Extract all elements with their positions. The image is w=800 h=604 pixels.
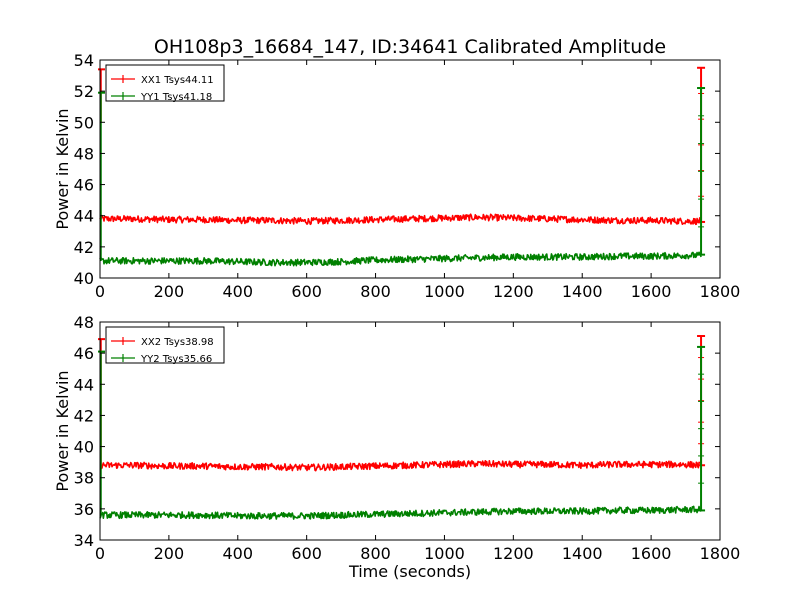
legend-entry: XX1 Tsys44.11 <box>111 75 214 86</box>
series-line <box>99 251 702 267</box>
x-tick-label: 1400 <box>562 544 603 563</box>
series-2 <box>98 87 706 267</box>
y-axis: 40 42 44 46 48 50 52 54 <box>74 51 720 288</box>
x-tick-label: 200 <box>154 544 185 563</box>
y-axis: 34 36 38 40 42 44 46 48 <box>74 313 720 550</box>
plot-frame <box>99 59 721 279</box>
x-tick-label: 1000 <box>424 282 465 301</box>
x-tick-label: 600 <box>291 282 322 301</box>
y-tick-label: 44 <box>74 207 94 226</box>
x-axis: 0 200 400 600 800 1000 1200 1400 1600 1800 <box>95 60 740 301</box>
y-axis-label: Power in Kelvin <box>53 108 72 229</box>
y-tick-label: 54 <box>74 51 94 70</box>
plot-panel-2: 0 200 400 600 800 1000 1200 1400 1600 1800 34 36 38 4… <box>53 313 740 581</box>
x-tick-label: 400 <box>223 282 254 301</box>
y-tick-label: 40 <box>74 269 94 288</box>
x-tick-label: 1400 <box>562 282 603 301</box>
series-group <box>98 335 706 520</box>
y-tick-label: 38 <box>74 469 94 488</box>
legend-entry: XX2 Tsys38.98 <box>111 337 214 348</box>
x-tick-label: 800 <box>360 544 391 563</box>
y-tick-label: 40 <box>74 438 94 457</box>
legend: XX1 Tsys44.11 YY1 Tsys41.18 <box>105 64 225 103</box>
legend-entry: YY1 Tsys41.18 <box>111 92 212 103</box>
x-tick-label: 200 <box>154 282 185 301</box>
legend-label: XX1 Tsys44.11 <box>141 75 214 86</box>
x-axis: 0 200 400 600 800 1000 1200 1400 1600 1800 <box>95 322 740 563</box>
y-tick-label: 48 <box>74 144 94 163</box>
y-tick-label: 34 <box>74 531 94 550</box>
series-group <box>98 66 706 267</box>
x-tick-label: 0 <box>95 282 105 301</box>
y-tick-label: 46 <box>74 176 94 195</box>
y-tick-label: 52 <box>74 82 94 101</box>
legend: XX2 Tsys38.98 YY2 Tsys35.66 <box>105 326 225 365</box>
x-tick-label: 1200 <box>493 544 534 563</box>
x-tick-label: 1600 <box>631 544 672 563</box>
x-tick-label: 1800 <box>700 544 741 563</box>
plot-panel-1: 0 200 400 600 800 1000 1200 1400 1600 18004042444… <box>53 51 740 301</box>
y-tick-label: 46 <box>74 344 94 363</box>
legend-entry: YY2 Tsys35.66 <box>111 354 212 365</box>
x-tick-label: 1600 <box>631 282 672 301</box>
series-2 <box>98 345 706 520</box>
x-tick-label: 1000 <box>424 544 465 563</box>
x-tick-label: 0 <box>95 544 105 563</box>
y-tick-label: 48 <box>74 313 94 332</box>
x-tick-label: 800 <box>360 282 391 301</box>
legend-box <box>105 64 225 102</box>
series-line <box>99 213 702 226</box>
y-tick-label: 42 <box>74 238 94 257</box>
legend-box <box>105 326 225 364</box>
y-tick-label: 36 <box>74 500 94 519</box>
series-line <box>99 459 702 472</box>
legend-label: YY1 Tsys41.18 <box>140 92 212 103</box>
x-tick-label: 1800 <box>700 282 741 301</box>
x-tick-label: 400 <box>223 544 254 563</box>
chart-title: OH108p3_16684_147, ID:34641 Calibrated A… <box>154 36 666 58</box>
y-tick-label: 42 <box>74 406 94 425</box>
x-tick-label: 1200 <box>493 282 534 301</box>
y-axis-label: Power in Kelvin <box>53 370 72 491</box>
y-tick-label: 50 <box>74 113 94 132</box>
series-line <box>99 505 702 520</box>
legend-label: YY2 Tsys35.66 <box>140 354 212 365</box>
x-axis-label: Time (seconds) <box>348 562 471 581</box>
x-tick-label: 600 <box>291 544 322 563</box>
y-tick-label: 44 <box>74 375 94 394</box>
legend-label: XX2 Tsys38.98 <box>141 337 214 348</box>
plot-frame <box>99 321 721 541</box>
